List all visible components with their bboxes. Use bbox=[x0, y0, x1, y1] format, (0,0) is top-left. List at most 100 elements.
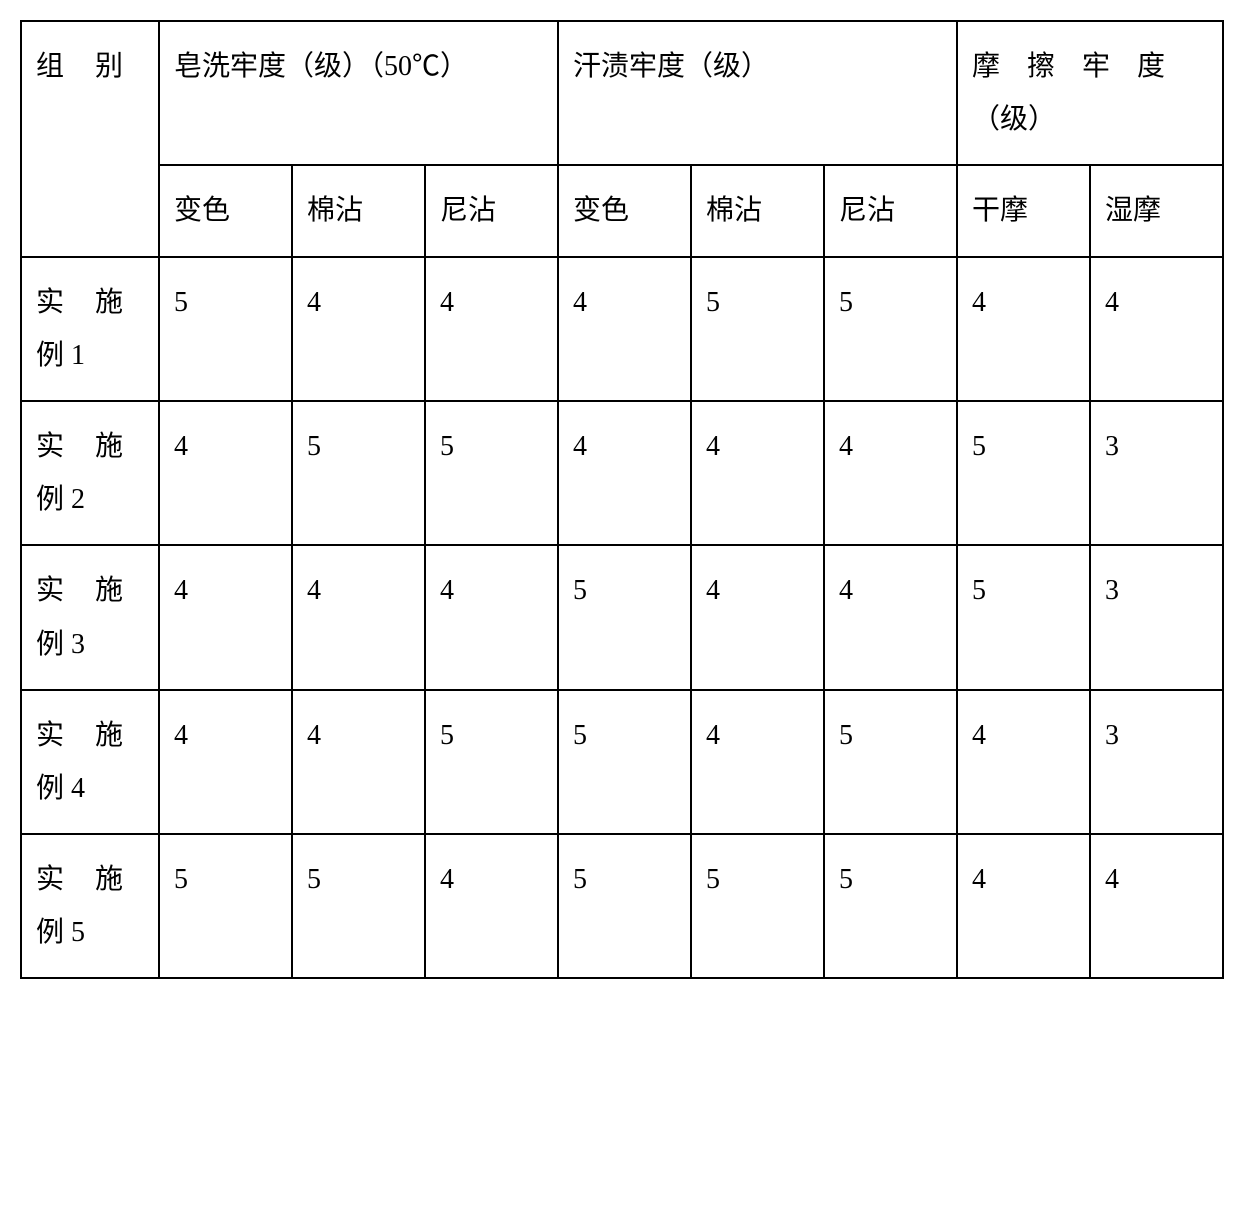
row-label-part1: 实 施 bbox=[36, 287, 135, 318]
cell-value: 4 bbox=[293, 691, 424, 780]
subheader-nylon-stain-2: 尼沾 bbox=[824, 165, 957, 256]
subheader-color-change-1: 变色 bbox=[159, 165, 292, 256]
row-label-cell: 实 施 例 2 bbox=[21, 401, 159, 545]
header-friction: 摩 擦 牢 度 （级） bbox=[957, 21, 1223, 165]
row-label-part1: 实 施 bbox=[36, 864, 135, 895]
data-cell: 3 bbox=[1090, 401, 1223, 545]
cell-value: 5 bbox=[825, 691, 956, 780]
data-cell: 4 bbox=[691, 401, 824, 545]
data-cell: 4 bbox=[824, 401, 957, 545]
data-cell: 5 bbox=[425, 401, 558, 545]
cell-value: 5 bbox=[160, 835, 291, 924]
data-cell: 4 bbox=[1090, 257, 1223, 401]
row-label-cell: 实 施 例 1 bbox=[21, 257, 159, 401]
row-label-part2: 例 4 bbox=[36, 773, 85, 804]
cell-value: 5 bbox=[559, 691, 690, 780]
cell-value: 4 bbox=[1091, 835, 1222, 924]
data-cell: 5 bbox=[558, 545, 691, 689]
data-cell: 4 bbox=[292, 257, 425, 401]
data-cell: 4 bbox=[957, 690, 1090, 834]
cell-value: 5 bbox=[958, 402, 1089, 491]
cell-value: 5 bbox=[825, 835, 956, 924]
subheader-nylon-stain-2-label: 尼沾 bbox=[825, 166, 956, 255]
row-label-part1: 实 施 bbox=[36, 431, 135, 462]
table-row: 实 施 例 3 4 4 4 5 4 4 5 3 bbox=[21, 545, 1223, 689]
cell-value: 5 bbox=[559, 546, 690, 635]
table-row: 实 施 例 4 4 4 5 5 4 5 4 3 bbox=[21, 690, 1223, 834]
data-cell: 4 bbox=[292, 545, 425, 689]
cell-value: 5 bbox=[426, 402, 557, 491]
data-cell: 4 bbox=[957, 257, 1090, 401]
cell-value: 5 bbox=[692, 835, 823, 924]
cell-value: 4 bbox=[1091, 258, 1222, 347]
data-cell: 4 bbox=[292, 690, 425, 834]
table-row: 实 施 例 1 5 4 4 4 5 5 4 4 bbox=[21, 257, 1223, 401]
data-cell: 4 bbox=[824, 545, 957, 689]
data-cell: 5 bbox=[691, 257, 824, 401]
cell-value: 4 bbox=[293, 258, 424, 347]
subheader-dry-friction: 干摩 bbox=[957, 165, 1090, 256]
data-cell: 4 bbox=[558, 257, 691, 401]
cell-value: 5 bbox=[559, 835, 690, 924]
data-cell: 5 bbox=[824, 257, 957, 401]
row-label-cell: 实 施 例 5 bbox=[21, 834, 159, 978]
data-cell: 4 bbox=[1090, 834, 1223, 978]
fastness-data-table: 组 别 皂洗牢度（级）（50℃） 汗渍牢度（级） 摩 擦 牢 度 （级） 变色 … bbox=[20, 20, 1224, 979]
header-friction-label-2: （级） bbox=[972, 104, 1056, 135]
cell-value: 4 bbox=[559, 258, 690, 347]
cell-value: 4 bbox=[426, 258, 557, 347]
subheader-cotton-stain-1: 棉沾 bbox=[292, 165, 425, 256]
subheader-nylon-stain-1-label: 尼沾 bbox=[426, 166, 557, 255]
cell-value: 4 bbox=[692, 402, 823, 491]
row-label-cell: 实 施 例 4 bbox=[21, 690, 159, 834]
data-cell: 5 bbox=[957, 401, 1090, 545]
cell-value: 5 bbox=[825, 258, 956, 347]
row-label-part1: 实 施 bbox=[36, 575, 135, 606]
subheader-dry-friction-label: 干摩 bbox=[958, 166, 1089, 255]
data-cell: 4 bbox=[159, 401, 292, 545]
cell-value: 3 bbox=[1091, 546, 1222, 635]
subheader-color-change-2-label: 变色 bbox=[559, 166, 690, 255]
data-cell: 5 bbox=[292, 401, 425, 545]
cell-value: 4 bbox=[426, 835, 557, 924]
data-cell: 4 bbox=[425, 834, 558, 978]
data-cell: 5 bbox=[824, 834, 957, 978]
data-cell: 5 bbox=[558, 834, 691, 978]
cell-value: 4 bbox=[958, 258, 1089, 347]
cell-value: 5 bbox=[426, 691, 557, 780]
subheader-wet-friction: 湿摩 bbox=[1090, 165, 1223, 256]
row-label-cell: 实 施 例 3 bbox=[21, 545, 159, 689]
data-cell: 3 bbox=[1090, 690, 1223, 834]
header-soap-wash-label: 皂洗牢度（级）（50℃） bbox=[160, 22, 557, 111]
table-header: 组 别 皂洗牢度（级）（50℃） 汗渍牢度（级） 摩 擦 牢 度 （级） 变色 … bbox=[21, 21, 1223, 257]
data-cell: 5 bbox=[159, 257, 292, 401]
table-body: 实 施 例 1 5 4 4 4 5 5 4 4 实 施 例 2 4 5 5 4 bbox=[21, 257, 1223, 979]
cell-value: 4 bbox=[559, 402, 690, 491]
cell-value: 4 bbox=[692, 546, 823, 635]
row-label-part1: 实 施 bbox=[36, 720, 135, 751]
subheader-wet-friction-label: 湿摩 bbox=[1091, 166, 1222, 255]
data-cell: 4 bbox=[159, 690, 292, 834]
cell-value: 3 bbox=[1091, 402, 1222, 491]
data-cell: 5 bbox=[558, 690, 691, 834]
data-cell: 4 bbox=[957, 834, 1090, 978]
data-cell: 5 bbox=[159, 834, 292, 978]
subheader-color-change-1-label: 变色 bbox=[160, 166, 291, 255]
cell-value: 4 bbox=[692, 691, 823, 780]
cell-value: 4 bbox=[160, 546, 291, 635]
data-cell: 5 bbox=[691, 834, 824, 978]
cell-value: 4 bbox=[825, 546, 956, 635]
header-soap-wash: 皂洗牢度（级）（50℃） bbox=[159, 21, 558, 165]
table-row: 实 施 例 5 5 5 4 5 5 5 4 4 bbox=[21, 834, 1223, 978]
subheader-cotton-stain-1-label: 棉沾 bbox=[293, 166, 424, 255]
data-cell: 4 bbox=[558, 401, 691, 545]
row-label-part2: 例 1 bbox=[36, 340, 85, 371]
cell-value: 4 bbox=[958, 691, 1089, 780]
cell-value: 4 bbox=[160, 402, 291, 491]
table-header-row-2: 变色 棉沾 尼沾 变色 棉沾 尼沾 干摩 湿摩 bbox=[21, 165, 1223, 256]
row-label-part2: 例 3 bbox=[36, 629, 85, 660]
data-cell: 4 bbox=[425, 257, 558, 401]
cell-value: 3 bbox=[1091, 691, 1222, 780]
subheader-color-change-2: 变色 bbox=[558, 165, 691, 256]
data-cell: 4 bbox=[691, 545, 824, 689]
